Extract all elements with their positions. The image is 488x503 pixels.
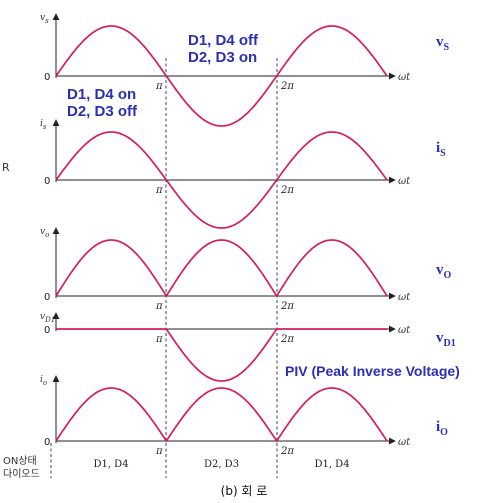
waveform-vo <box>55 239 388 298</box>
tick-label-pi: π <box>155 334 163 345</box>
figure-caption: (b) 회 로 <box>220 484 268 498</box>
on-diode-label-line2: 다이오드 <box>3 469 40 480</box>
negative-half-annotation: D1, D4 off D2, D3 on <box>188 32 259 66</box>
y-axis-label: io <box>40 375 47 387</box>
waveform-vd1 <box>56 328 387 382</box>
side-label-vd1: vD1 <box>436 330 456 349</box>
on-diode-row: D1, D4 D2, D3 D1, D4 <box>93 459 349 470</box>
period-divider-lines <box>50 58 278 478</box>
x-axis-label: ωt <box>398 437 411 448</box>
x-axis-label: ωt <box>398 325 411 336</box>
tick-label-2pi: 2π <box>280 334 294 345</box>
origin-label: 0 <box>44 176 50 187</box>
interval-label: D1, D4 <box>314 459 349 470</box>
tick-label-2pi: 2π <box>280 81 294 92</box>
side-label-vo: vO <box>436 262 452 281</box>
side-fragment-letter: R <box>2 161 10 174</box>
origin-label: 0 <box>44 292 50 303</box>
panel-is: is 0 π 2π ωt <box>40 119 411 229</box>
origin-label: 0 <box>44 325 50 336</box>
y-axis-label: vD1 <box>40 312 55 324</box>
x-axis-label: ωt <box>398 292 411 303</box>
waveform-io <box>55 387 388 443</box>
tick-label-2pi: 2π <box>280 185 294 196</box>
interval-label: D2, D3 <box>204 459 239 470</box>
side-label-vs: vS <box>436 34 450 53</box>
tick-label-2pi: 2π <box>280 446 294 457</box>
origin-label: 0 <box>44 72 50 83</box>
y-axis-label: vs <box>40 13 49 25</box>
side-label-io: iO <box>436 419 448 438</box>
side-label-is: iS <box>436 140 446 159</box>
y-axis-label: is <box>40 119 47 131</box>
tick-label-pi: π <box>155 301 163 312</box>
tick-label-2pi: 2π <box>280 301 294 312</box>
x-axis-label: ωt <box>398 72 411 83</box>
interval-label: D1, D4 <box>93 459 128 470</box>
waveform-is <box>55 131 388 229</box>
waveform-vs <box>55 25 388 127</box>
x-axis-label: ωt <box>398 176 411 187</box>
panel-vo: vo 0 π 2π ωt <box>40 227 411 312</box>
panel-vs: vs 0 π 2π ωt <box>40 13 411 127</box>
positive-half-annotation: D1, D4 on D2, D3 off <box>67 86 138 120</box>
tick-label-pi: π <box>155 81 163 92</box>
origin-label: 0 <box>44 437 50 448</box>
tick-label-pi: π <box>155 185 163 196</box>
piv-annotation: PIV (Peak Inverse Voltage) <box>285 363 460 379</box>
y-axis-label: vo <box>40 227 49 239</box>
panel-io: io 0 π 2π ωt <box>40 375 411 457</box>
tick-label-pi: π <box>155 446 163 457</box>
on-diode-label-line1: ON상태 <box>3 456 37 467</box>
